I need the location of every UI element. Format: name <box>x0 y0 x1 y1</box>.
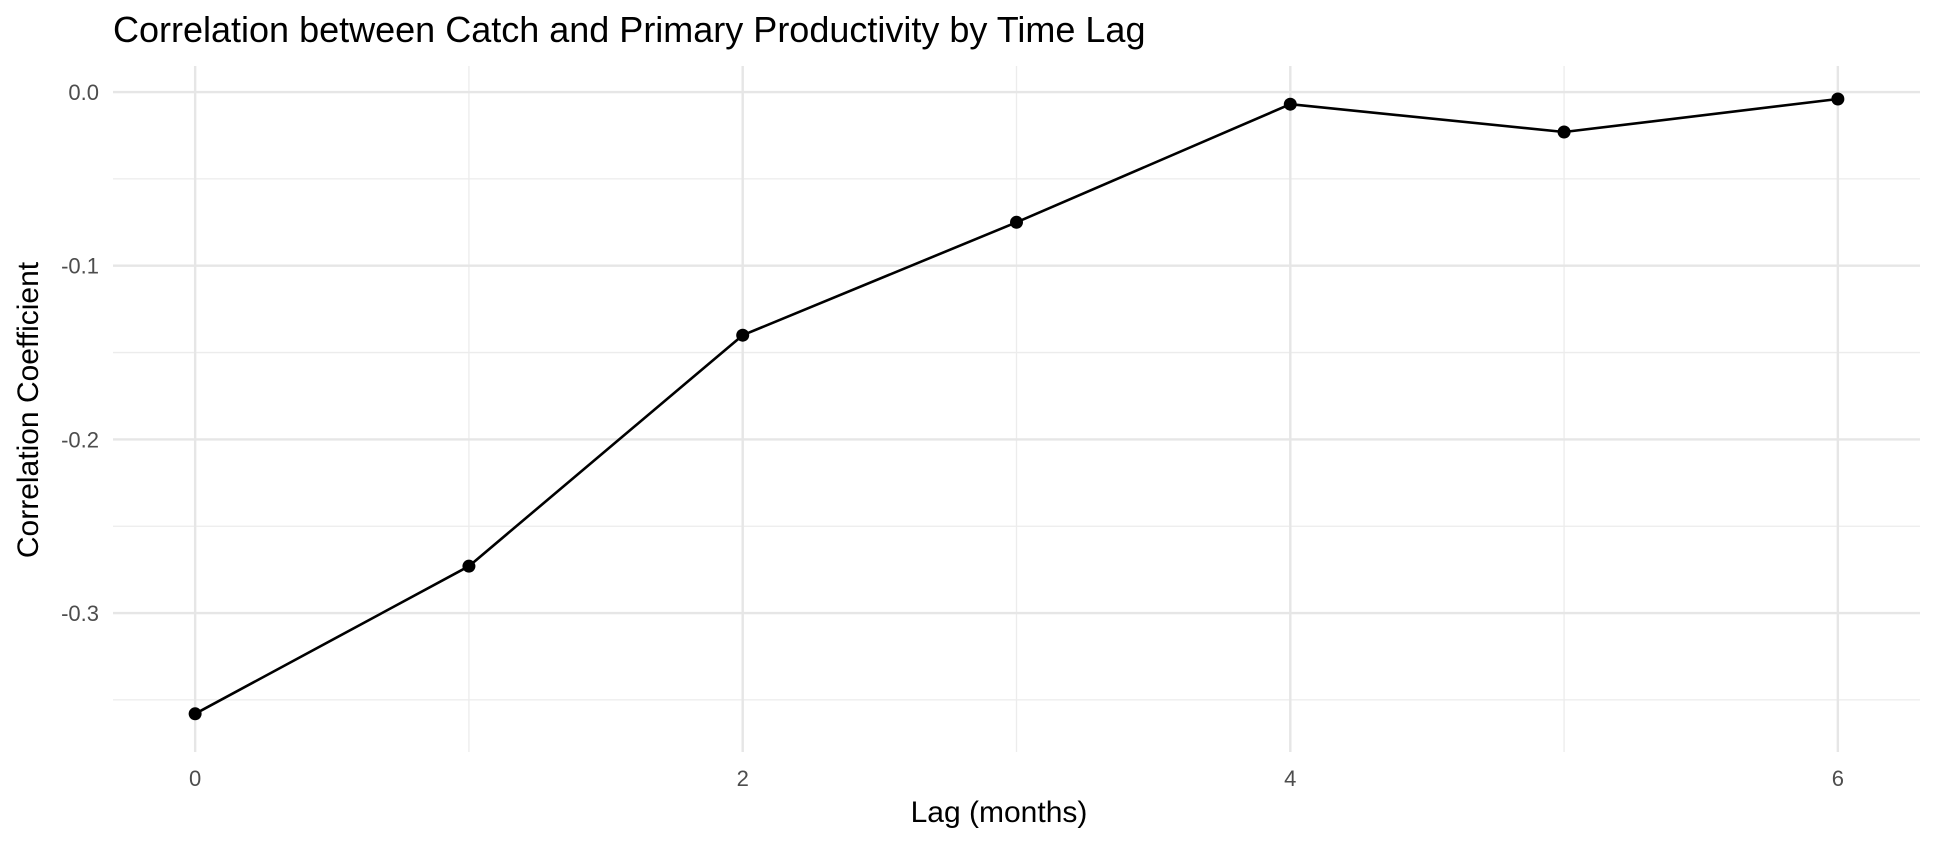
data-point <box>1283 97 1297 111</box>
data-point <box>188 707 202 721</box>
x-tick-label: 6 <box>1832 766 1844 791</box>
data-point <box>1557 125 1571 139</box>
data-point <box>462 559 476 573</box>
grid <box>113 66 1920 752</box>
x-tick-label: 4 <box>1284 766 1296 791</box>
data-point <box>1831 92 1845 106</box>
data-point <box>1010 215 1023 229</box>
x-axis-title: Lag (months) <box>911 796 1088 829</box>
y-tick-label: -0.1 <box>61 254 99 279</box>
y-tick-label: -0.3 <box>61 601 99 626</box>
data-point <box>736 328 750 342</box>
chart-title: Correlation between Catch and Primary Pr… <box>113 9 1145 50</box>
y-axis-ticks: -0.3 -0.2 -0.1 0.0 <box>61 80 99 626</box>
y-axis-title: Correlation Coefficient <box>12 261 45 558</box>
data-points <box>188 92 1845 721</box>
y-tick-label: 0.0 <box>68 80 99 105</box>
x-tick-label: 0 <box>189 766 201 791</box>
y-tick-label: -0.2 <box>61 427 99 452</box>
x-axis-ticks: 0 2 4 6 <box>189 766 1844 791</box>
x-tick-label: 2 <box>737 766 749 791</box>
